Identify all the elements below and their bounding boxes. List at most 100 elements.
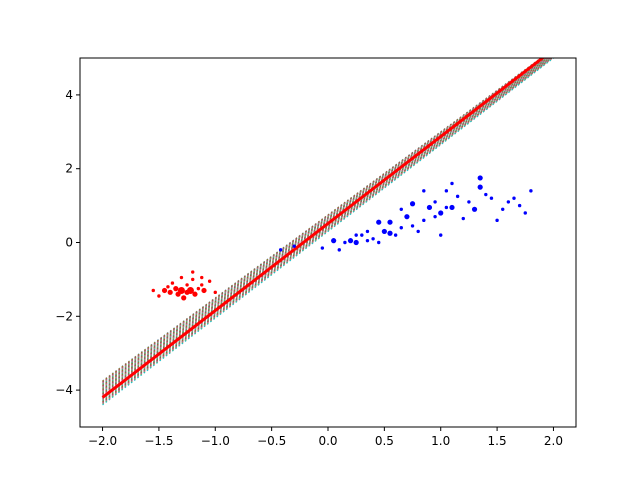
x-tick-label: −1.5 xyxy=(144,434,173,448)
data-point xyxy=(371,237,375,241)
data-point xyxy=(167,289,173,295)
data-point xyxy=(529,189,533,193)
data-point xyxy=(292,244,296,248)
data-point xyxy=(450,181,454,186)
iteration-line xyxy=(102,58,554,403)
data-point xyxy=(523,211,527,215)
x-tick-label: −2.0 xyxy=(88,434,117,448)
data-point xyxy=(191,270,195,274)
data-point xyxy=(393,233,398,237)
data-point xyxy=(404,214,410,220)
data-point xyxy=(439,233,443,237)
data-point xyxy=(331,238,337,244)
x-tick-label: −1.0 xyxy=(201,434,230,448)
data-point xyxy=(200,275,204,280)
data-point xyxy=(455,194,460,199)
data-point xyxy=(387,219,393,225)
data-point xyxy=(461,216,465,221)
data-point xyxy=(489,196,494,200)
data-point xyxy=(360,233,364,237)
data-point xyxy=(192,291,198,297)
data-point xyxy=(213,290,217,295)
y-tick-label: 0 xyxy=(65,236,73,250)
data-point xyxy=(495,218,499,223)
data-point xyxy=(353,239,359,246)
data-point xyxy=(186,286,194,294)
data-point xyxy=(484,192,488,197)
data-point xyxy=(444,205,449,210)
data-point xyxy=(151,288,155,293)
data-point xyxy=(387,230,393,236)
data-point xyxy=(365,238,370,243)
x-tick-label: 2.0 xyxy=(544,434,563,448)
data-point xyxy=(377,240,381,245)
data-point xyxy=(399,226,403,230)
x-tick-label: 1.5 xyxy=(488,434,507,448)
data-point xyxy=(433,214,437,219)
data-point xyxy=(438,210,444,216)
data-point xyxy=(320,246,325,250)
x-tick-label: 0.5 xyxy=(375,434,394,448)
data-point xyxy=(179,275,184,280)
data-point xyxy=(181,295,187,301)
data-point xyxy=(477,175,483,181)
data-point xyxy=(512,196,516,200)
data-point xyxy=(449,204,455,211)
data-points xyxy=(151,175,533,301)
iteration-line xyxy=(102,58,552,399)
data-point xyxy=(399,207,403,211)
data-point xyxy=(157,294,161,298)
data-point xyxy=(416,229,420,234)
x-axis: −2.0 −1.5 −1.0 −0.5 0.0 0.5 1.0 1.5 2.0 xyxy=(88,427,563,448)
data-point xyxy=(477,184,483,190)
iteration-line xyxy=(102,58,551,399)
x-tick-label: 1.0 xyxy=(431,434,450,448)
data-point xyxy=(166,285,170,289)
data-point xyxy=(278,248,283,252)
data-point xyxy=(343,240,347,245)
data-point xyxy=(185,283,189,287)
y-tick-label: 4 xyxy=(65,88,73,102)
iteration-line xyxy=(102,58,555,405)
data-point xyxy=(467,200,471,204)
data-point xyxy=(471,206,478,212)
fit-lines xyxy=(101,58,555,406)
data-point xyxy=(410,224,415,228)
data-point xyxy=(422,189,426,193)
data-point xyxy=(354,233,358,237)
data-point xyxy=(444,189,449,193)
iteration-line xyxy=(102,58,552,400)
data-point xyxy=(517,203,522,208)
data-point xyxy=(381,228,387,235)
data-point xyxy=(501,207,505,211)
data-point xyxy=(207,279,212,283)
iteration-line xyxy=(102,58,554,405)
data-point xyxy=(173,286,179,292)
data-point xyxy=(347,238,354,244)
data-point xyxy=(201,287,207,294)
data-point xyxy=(409,201,416,207)
data-point xyxy=(170,281,175,285)
data-point xyxy=(177,286,185,294)
y-axis: −4 −2 0 2 4 xyxy=(55,88,80,397)
y-tick-label: 2 xyxy=(65,162,73,176)
iteration-line xyxy=(102,58,548,392)
data-point xyxy=(376,219,382,225)
data-point xyxy=(426,204,433,211)
y-tick-label: −4 xyxy=(55,383,73,397)
decision-line xyxy=(101,58,545,399)
data-point xyxy=(337,248,341,252)
iteration-line xyxy=(102,58,554,403)
iteration-line xyxy=(102,58,555,405)
data-point xyxy=(506,200,511,204)
data-point xyxy=(191,277,195,282)
x-tick-label: 0.0 xyxy=(318,434,337,448)
plot-frame xyxy=(79,57,577,428)
data-point xyxy=(161,287,168,294)
x-tick-label: −0.5 xyxy=(257,434,286,448)
data-point xyxy=(196,286,201,291)
y-tick-label: −2 xyxy=(55,309,73,323)
data-point xyxy=(365,229,370,234)
data-point xyxy=(422,218,426,223)
